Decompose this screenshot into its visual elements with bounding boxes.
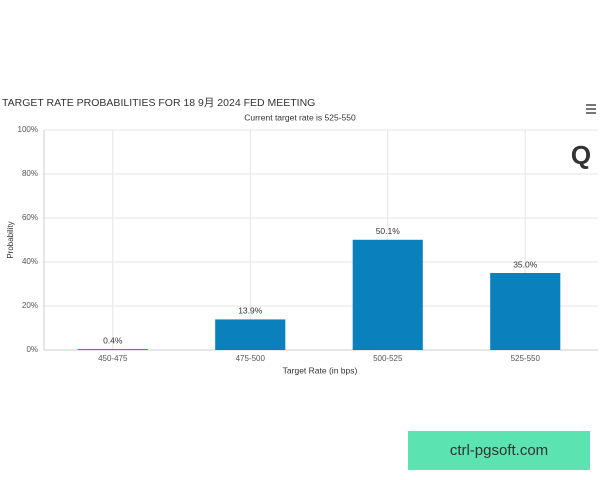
x-tick-label: 475-500 [236, 354, 266, 363]
y-tick-label: 40% [22, 257, 38, 266]
watermark: ctrl-pgsoft.com [450, 442, 548, 459]
logo: Q [571, 140, 591, 170]
bar [490, 273, 561, 350]
y-axis-label: Probability [6, 221, 15, 258]
value-label: 35.0% [513, 259, 538, 269]
value-label: 13.9% [238, 306, 263, 316]
y-tick-label: 80% [22, 169, 38, 178]
menu-icon[interactable] [586, 104, 596, 114]
chart-title: TARGET RATE PROBABILITIES FOR 18 9月 2024… [2, 97, 315, 109]
x-tick-label: 450-475 [98, 354, 128, 363]
bar [77, 349, 148, 350]
bar [352, 239, 423, 350]
chart-subtitle: Current target rate is 525-550 [244, 112, 356, 122]
x-axis-label: Target Rate (in bps) [283, 365, 358, 375]
watermark-box [408, 431, 590, 470]
y-tick-label: 60% [22, 213, 38, 222]
bar [215, 319, 286, 350]
y-tick-label: 0% [26, 345, 38, 354]
value-label: 0.4% [103, 335, 123, 345]
x-tick-label: 525-550 [511, 354, 541, 363]
y-tick-label: 20% [22, 301, 38, 310]
y-tick-label: 100% [18, 125, 38, 134]
x-tick-label: 500-525 [373, 354, 403, 363]
value-label: 50.1% [376, 226, 401, 236]
